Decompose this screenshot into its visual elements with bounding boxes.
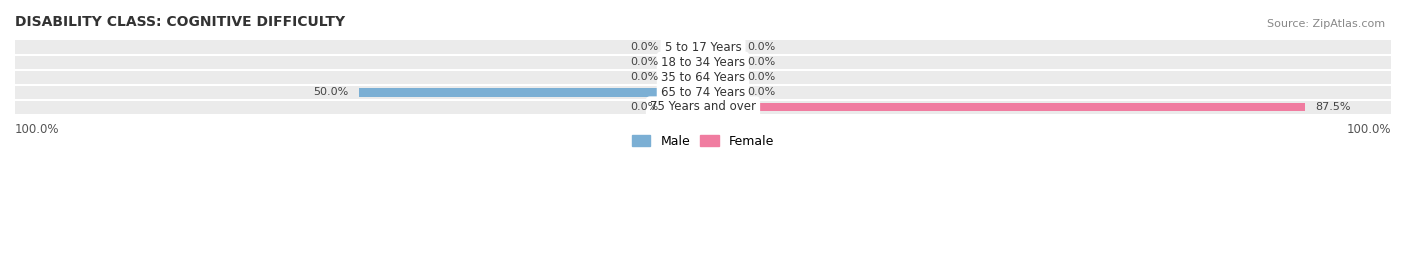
Bar [669,102,703,111]
Text: 0.0%: 0.0% [748,72,776,82]
Text: 0.0%: 0.0% [630,72,658,82]
Bar [703,58,737,67]
Text: 100.0%: 100.0% [15,123,59,136]
Text: 87.5%: 87.5% [1316,102,1351,112]
Text: 18 to 34 Years: 18 to 34 Years [661,56,745,69]
Text: Source: ZipAtlas.com: Source: ZipAtlas.com [1267,19,1385,29]
Bar [669,73,703,82]
Text: 0.0%: 0.0% [748,57,776,67]
Text: 50.0%: 50.0% [314,87,349,97]
Bar [15,85,1391,100]
Text: 35 to 64 Years: 35 to 64 Years [661,71,745,84]
Bar [703,88,737,97]
Bar [703,102,1305,111]
Text: 0.0%: 0.0% [630,102,658,112]
Text: 0.0%: 0.0% [748,87,776,97]
Bar [703,73,737,82]
Bar [669,58,703,67]
Text: 65 to 74 Years: 65 to 74 Years [661,86,745,98]
Text: DISABILITY CLASS: COGNITIVE DIFFICULTY: DISABILITY CLASS: COGNITIVE DIFFICULTY [15,15,344,29]
Text: 100.0%: 100.0% [1347,123,1391,136]
Legend: Male, Female: Male, Female [627,130,779,153]
Text: 0.0%: 0.0% [748,42,776,52]
Bar [703,43,737,52]
Text: 0.0%: 0.0% [630,57,658,67]
Bar [359,88,703,97]
Bar [669,43,703,52]
Bar [15,70,1391,85]
Text: 5 to 17 Years: 5 to 17 Years [665,41,741,54]
Bar [15,40,1391,55]
Text: 75 Years and over: 75 Years and over [650,101,756,114]
Bar [15,100,1391,114]
Text: 0.0%: 0.0% [630,42,658,52]
Bar [15,55,1391,70]
